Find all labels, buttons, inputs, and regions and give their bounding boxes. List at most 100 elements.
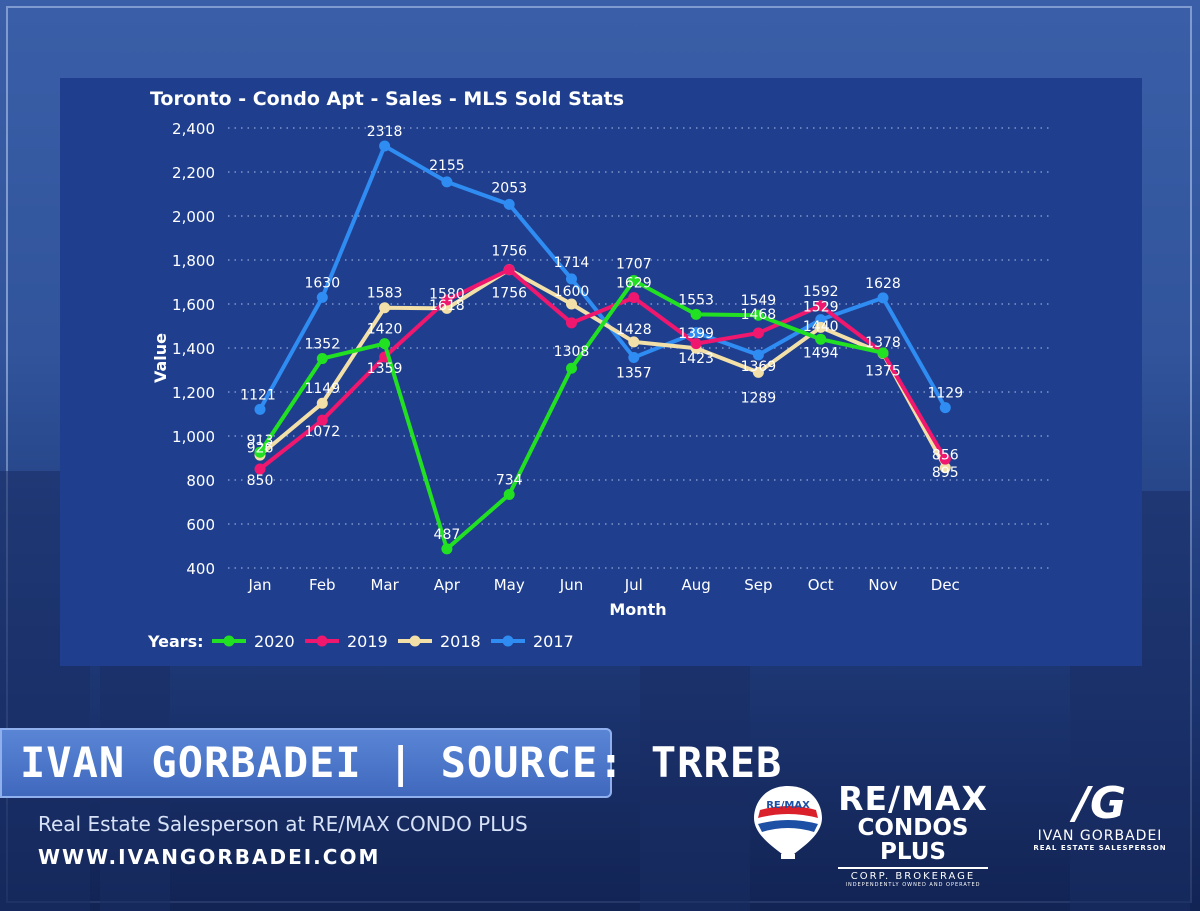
data-label: 1553 <box>678 292 714 308</box>
data-label: 1289 <box>741 390 777 406</box>
data-point-2018 <box>566 298 577 310</box>
series-line-2019 <box>258 267 948 471</box>
data-label: 1592 <box>803 284 839 300</box>
data-point-2017 <box>566 273 577 285</box>
data-point-2019 <box>690 338 702 350</box>
agent-subtitle: Real Estate Salesperson at RE/MAX CONDO … <box>38 812 528 836</box>
website-link[interactable]: WWW.IVANGORBADEI.COM <box>38 845 381 869</box>
y-tick-label: 1,000 <box>172 428 215 446</box>
y-tick-label: 800 <box>186 472 215 490</box>
chart-panel: Toronto - Condo Apt - Sales - MLS Sold S… <box>60 78 1142 666</box>
x-tick-label: May <box>494 576 525 594</box>
data-label: 1129 <box>927 386 963 402</box>
legend-item-2018: 2018 <box>398 632 481 651</box>
data-point-2017 <box>503 198 515 210</box>
data-label: 1580 <box>429 286 465 302</box>
data-label: 2155 <box>429 158 465 174</box>
data-point-2017 <box>690 327 702 339</box>
legend-label: 2018 <box>440 632 481 651</box>
data-label: 1714 <box>554 255 590 271</box>
y-tick-label: 2,400 <box>172 120 215 138</box>
data-point-2019 <box>628 292 640 304</box>
data-label: 1352 <box>304 337 340 353</box>
data-label: 1359 <box>367 361 403 377</box>
data-point-2018 <box>316 397 328 409</box>
data-label: 1618 <box>429 298 465 314</box>
x-tick-label: Jul <box>624 576 643 594</box>
legend: Years: 2020 2019 2018 2017 <box>147 632 574 651</box>
legend-item-2020: 2020 <box>212 632 295 651</box>
data-label: 2318 <box>367 124 403 140</box>
series-line-2017 <box>258 144 948 411</box>
data-label: 1375 <box>865 364 901 380</box>
x-tick-label: Dec <box>931 576 960 594</box>
x-tick-label: Nov <box>868 576 897 594</box>
data-point-2017 <box>254 403 266 415</box>
balloon-text: RE/MAX <box>766 800 810 811</box>
ig-mark: /G <box>1073 778 1127 829</box>
y-tick-label: 1,600 <box>172 296 215 314</box>
data-point-2019 <box>316 414 328 426</box>
line-chart: Toronto - Condo Apt - Sales - MLS Sold S… <box>147 88 1050 651</box>
data-point-2017 <box>316 291 328 303</box>
series-2018 <box>254 264 951 474</box>
remax-balloon-logo: RE/MAX <box>754 786 822 859</box>
y-tick-label: 1,800 <box>172 252 215 270</box>
data-point-2020 <box>690 308 702 320</box>
data-label: 1529 <box>803 300 839 316</box>
data-point-2017 <box>815 314 827 326</box>
data-label: 1549 <box>741 293 777 309</box>
series-2017 <box>254 140 951 415</box>
data-point-2020 <box>752 309 764 321</box>
legend-marker <box>316 635 328 647</box>
data-label: 850 <box>247 473 274 489</box>
data-point-2018 <box>628 336 640 348</box>
data-label: 1468 <box>741 307 777 323</box>
data-point-2017 <box>877 292 889 304</box>
y-axis-label: Value <box>151 333 170 383</box>
data-label: 2053 <box>491 180 527 196</box>
data-point-2017 <box>752 349 764 361</box>
data-label: 1600 <box>554 284 590 300</box>
y-tick-label: 600 <box>186 516 215 534</box>
remax-logo-line4: INDEPENDENTLY OWNED AND OPERATED <box>845 882 981 888</box>
data-label: 487 <box>434 527 461 543</box>
remax-logo-line3: CORP. BROKERAGE <box>838 867 988 882</box>
data-point-2017 <box>628 351 640 363</box>
y-tick-label: 2,000 <box>172 208 215 226</box>
x-tick-label: Jun <box>559 576 583 594</box>
data-point-2020 <box>566 362 577 374</box>
data-point-2019 <box>752 327 764 339</box>
data-point-2019 <box>815 300 827 312</box>
y-tick-label: 1,200 <box>172 384 215 402</box>
grid-lines <box>228 127 1050 569</box>
ig-role: REAL ESTATE SALESPERSON <box>1033 844 1167 852</box>
data-label: 1756 <box>491 286 527 302</box>
series-2019 <box>254 264 951 475</box>
remax-logo-line2: CONDOS PLUS <box>857 815 969 865</box>
data-label: 913 <box>247 433 274 449</box>
x-tick-label: Aug <box>681 576 710 594</box>
data-label: 1428 <box>616 322 652 338</box>
remax-condos-plus-logo: RE/MAX CONDOS PLUS CORP. BROKERAGE INDEP… <box>838 782 988 888</box>
series-group <box>254 140 951 555</box>
series-line-2018 <box>258 267 948 469</box>
data-point-2018 <box>815 321 827 333</box>
data-label: 1378 <box>865 335 901 351</box>
data-point-2019 <box>441 294 453 306</box>
data-label: 1121 <box>240 387 276 403</box>
data-point-2019 <box>503 264 515 276</box>
x-tick-label: Mar <box>370 576 399 594</box>
data-label: 1308 <box>554 344 590 360</box>
data-point-2020 <box>316 353 328 365</box>
x-axis-ticks: Jan Feb Mar Apr May Jun Jul Aug Sep Oct Nov Dec <box>247 576 959 594</box>
data-label: 1756 <box>491 244 527 260</box>
data-label: 1628 <box>865 276 901 292</box>
data-point-2018 <box>379 302 391 314</box>
data-point-2017 <box>379 140 391 152</box>
data-label: 1440 <box>803 319 839 335</box>
data-label: 1072 <box>304 424 340 440</box>
legend-item-2019: 2019 <box>305 632 388 651</box>
data-label: 926 <box>247 440 274 456</box>
